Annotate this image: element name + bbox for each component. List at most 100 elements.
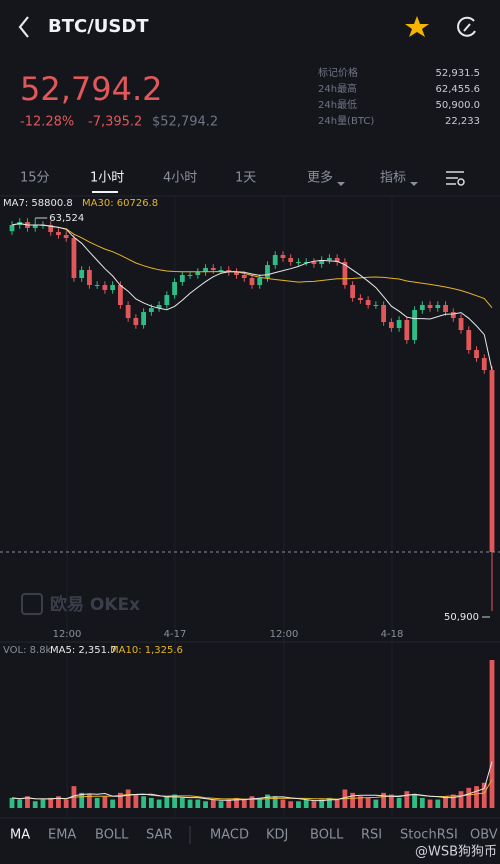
stat-label: 24h最低 bbox=[318, 98, 357, 111]
volume-bar bbox=[435, 799, 441, 808]
volume-label: MA10: 1,325.6 bbox=[110, 645, 183, 656]
ma7-label: MA7: 58800.8 bbox=[3, 198, 73, 209]
candle-body bbox=[218, 270, 224, 272]
volume-bar bbox=[404, 791, 410, 808]
volume-bar bbox=[327, 797, 332, 808]
ma-line bbox=[11, 222, 493, 309]
interval-tab[interactable]: 4小时 bbox=[163, 171, 197, 186]
candle-body bbox=[381, 305, 387, 323]
volume-bar bbox=[373, 799, 379, 808]
candle-body bbox=[396, 320, 402, 329]
candle-body bbox=[327, 258, 332, 261]
volume-bar bbox=[25, 796, 30, 808]
refresh-icon bbox=[457, 16, 476, 37]
indicator-tab[interactable]: OBV bbox=[470, 828, 498, 843]
time-label: 4-18 bbox=[381, 629, 404, 640]
volume-bar bbox=[226, 799, 232, 808]
volume-bar bbox=[466, 787, 472, 808]
indicator-tab[interactable]: SAR bbox=[146, 828, 172, 843]
refresh-button[interactable] bbox=[457, 16, 476, 37]
volume-bar bbox=[148, 797, 154, 808]
volume-bar bbox=[474, 786, 479, 808]
volume-bar bbox=[443, 796, 448, 808]
favorite-star[interactable] bbox=[405, 16, 429, 37]
volume-bar bbox=[133, 794, 139, 808]
candle-body bbox=[164, 295, 170, 306]
volume-bar bbox=[179, 797, 185, 808]
indicator-tab[interactable]: EMA bbox=[48, 828, 76, 843]
volume-bar bbox=[412, 794, 417, 808]
interval-tab[interactable]: 1天 bbox=[235, 171, 256, 186]
volume-bar bbox=[87, 794, 92, 808]
back-button[interactable] bbox=[18, 16, 29, 38]
volume-bar bbox=[210, 799, 216, 808]
indicator-tab[interactable]: BOLL bbox=[95, 828, 129, 843]
volume-bar bbox=[365, 797, 371, 808]
candle-body bbox=[195, 272, 201, 276]
indicator-tab[interactable]: KDJ bbox=[266, 828, 288, 843]
candle-body bbox=[257, 278, 263, 286]
candle-body bbox=[63, 234, 69, 239]
stat-value: 22,233 bbox=[445, 116, 480, 127]
settings-icon bbox=[457, 178, 465, 186]
volume-label: VOL: 8.8k bbox=[3, 645, 52, 656]
volume-bar bbox=[32, 801, 38, 808]
candle-body bbox=[125, 305, 131, 319]
volume-bar bbox=[427, 799, 433, 808]
candle-body bbox=[203, 267, 208, 273]
candle-body bbox=[350, 285, 356, 299]
time-label: 4-17 bbox=[164, 629, 187, 640]
candle-body bbox=[234, 272, 239, 276]
interval-tab[interactable]: 更多 bbox=[307, 170, 333, 186]
candle-body bbox=[311, 262, 317, 265]
candle-body bbox=[489, 370, 495, 553]
volume-bar bbox=[311, 801, 317, 808]
indicator-tab[interactable]: StochRSI bbox=[400, 828, 458, 843]
volume-bar bbox=[164, 796, 170, 808]
dropdown-caret bbox=[410, 182, 418, 186]
volume-bar bbox=[265, 794, 270, 808]
indicator-tab[interactable]: BOLL bbox=[310, 828, 344, 843]
interval-tab[interactable]: 15分 bbox=[20, 171, 50, 186]
candle-body bbox=[296, 262, 301, 264]
candle-body bbox=[87, 270, 92, 286]
volume-bar bbox=[203, 801, 208, 808]
volume-bar bbox=[396, 797, 402, 808]
interval-tab[interactable]: 指标 bbox=[380, 171, 406, 186]
volume-bar bbox=[357, 796, 363, 808]
volume-bar bbox=[9, 797, 15, 808]
indicator-tab[interactable]: RSI bbox=[361, 828, 382, 843]
candle-body bbox=[102, 285, 108, 291]
candle-body bbox=[288, 258, 294, 263]
volume-bar bbox=[141, 796, 147, 808]
indicator-tab[interactable]: MA bbox=[10, 828, 30, 843]
volume-bar bbox=[388, 794, 394, 808]
ma30-label: MA30: 60726.8 bbox=[82, 198, 158, 209]
refresh-icon bbox=[463, 23, 471, 32]
candle-body bbox=[148, 308, 154, 313]
volume-bar bbox=[195, 799, 201, 808]
interval-tab[interactable]: 1小时 bbox=[90, 171, 124, 186]
candle-body bbox=[334, 258, 340, 263]
volume-ma-line bbox=[11, 761, 493, 802]
volume-bar bbox=[94, 797, 100, 808]
volume-bar bbox=[381, 792, 387, 808]
volume-bar bbox=[272, 796, 278, 808]
volume-bar bbox=[17, 799, 23, 808]
candle-body bbox=[141, 312, 147, 326]
indicator-tab[interactable]: MACD bbox=[210, 828, 249, 843]
volume-bar bbox=[172, 794, 177, 808]
volume-bar bbox=[40, 799, 46, 808]
candle-body bbox=[241, 275, 247, 279]
volume-bar bbox=[481, 782, 487, 808]
volume-label: MA5: 2,351.7 bbox=[50, 645, 117, 656]
candle-body bbox=[474, 350, 479, 359]
candle-body bbox=[319, 260, 325, 265]
watermark-logo bbox=[21, 593, 43, 615]
pair-title: BTC/USDT bbox=[48, 16, 149, 37]
candle-body bbox=[56, 232, 61, 235]
candle-body bbox=[435, 305, 441, 309]
volume-bar bbox=[288, 801, 294, 808]
